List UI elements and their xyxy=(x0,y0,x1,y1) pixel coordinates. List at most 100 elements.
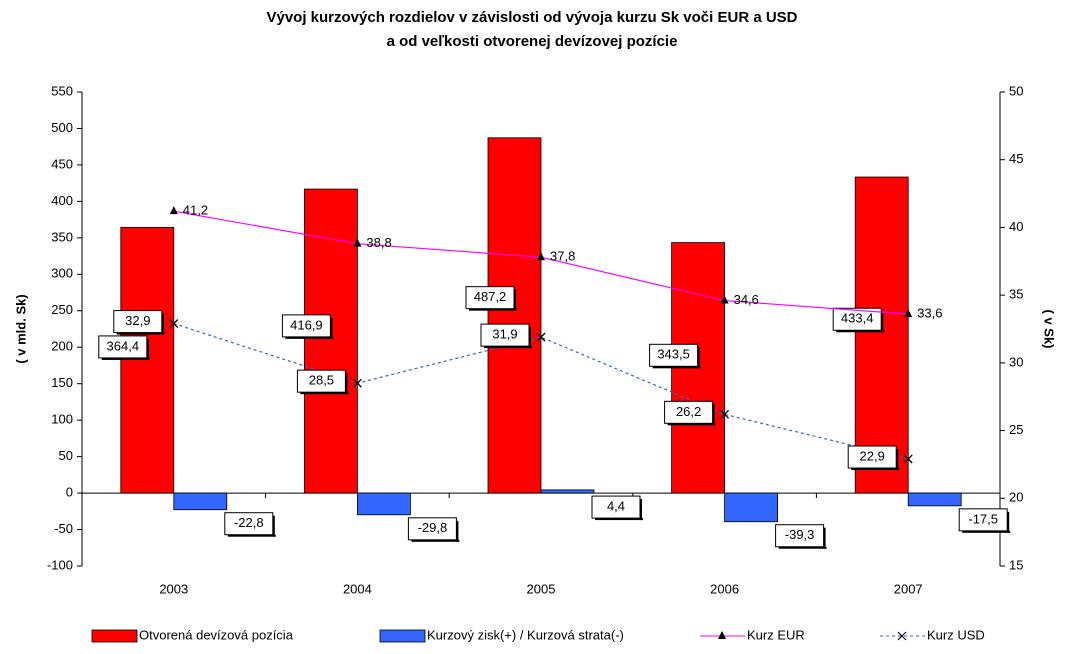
y-tick-label: 150 xyxy=(51,375,73,390)
data-label-shadow xyxy=(881,311,884,333)
marker xyxy=(720,409,730,419)
data-label-shadow xyxy=(712,404,715,426)
bar xyxy=(356,492,411,516)
data-label-shadow xyxy=(146,338,149,360)
y2-tick-label: 15 xyxy=(1009,557,1023,572)
data-label-shadow xyxy=(345,373,348,395)
x-tick-label: 2005 xyxy=(527,581,556,596)
y-tick-label: -100 xyxy=(47,557,73,572)
data-label-shadow xyxy=(514,289,516,311)
data-label: 37,8 xyxy=(550,249,575,264)
y-tick-label: 0 xyxy=(66,485,73,500)
legend-swatch xyxy=(91,629,138,643)
y-tick-label: 500 xyxy=(51,120,73,135)
data-label-shadow xyxy=(411,539,460,542)
marker xyxy=(169,206,178,215)
bar xyxy=(173,492,228,511)
data-label-shadow xyxy=(778,546,827,549)
y2-tick-label: 50 xyxy=(1009,83,1023,98)
data-label-shadow xyxy=(529,327,531,349)
y-tick-label: 200 xyxy=(51,339,73,354)
y-tick-label: 300 xyxy=(51,266,73,281)
legend-label: Kurzový zisk(+) / Kurzová strata(-) xyxy=(427,627,624,642)
data-label: 364,4 xyxy=(107,338,140,353)
chart-title: Vývoj kurzových rozdielov v závislosti o… xyxy=(266,9,797,26)
data-label-shadow xyxy=(1007,511,1010,533)
legend-label: Kurz EUR xyxy=(747,627,805,642)
legend-marker xyxy=(897,631,907,641)
bar xyxy=(724,492,778,523)
data-label-shadow xyxy=(101,357,150,360)
marker xyxy=(353,238,362,247)
y-axis-label: ( v mld. Sk) xyxy=(13,294,28,363)
bar xyxy=(854,176,909,494)
y2-axis-label: ( v Sk) xyxy=(1042,309,1057,348)
line xyxy=(173,323,909,460)
data-label: -39,3 xyxy=(785,527,815,542)
data-label: -17,5 xyxy=(968,511,998,526)
data-label-shadow xyxy=(161,313,164,335)
bar xyxy=(540,489,595,494)
y2-tick-label: 45 xyxy=(1009,151,1023,166)
data-label-shadow xyxy=(962,530,1011,533)
x-tick-label: 2007 xyxy=(894,581,923,596)
y2-tick-label: 30 xyxy=(1009,354,1023,369)
x-tick-label: 2003 xyxy=(159,581,188,596)
y-tick-label: 100 xyxy=(51,412,73,427)
y-tick-label: 350 xyxy=(51,229,73,244)
marker xyxy=(536,332,546,342)
data-label-shadow xyxy=(300,392,349,395)
data-label-shadow xyxy=(652,366,701,369)
data-label: 4,4 xyxy=(607,499,625,514)
data-label: 32,9 xyxy=(125,313,150,328)
data-label-shadow xyxy=(697,347,700,369)
x-tick-label: 2004 xyxy=(343,581,372,596)
data-label: 22,9 xyxy=(860,448,885,463)
data-label-shadow xyxy=(116,332,165,335)
marker xyxy=(903,454,913,464)
data-label-shadow xyxy=(285,336,334,339)
data-label: 343,5 xyxy=(657,347,690,362)
y-tick-label: -50 xyxy=(54,521,73,536)
y-tick-label: 450 xyxy=(51,156,73,171)
legend-swatch xyxy=(379,629,426,643)
data-label-shadow xyxy=(484,346,532,349)
y-tick-label: 50 xyxy=(59,448,73,463)
x-tick-label: 2006 xyxy=(710,581,739,596)
y-tick-label: 400 xyxy=(51,193,73,208)
data-label-shadow xyxy=(851,468,900,471)
bar xyxy=(303,188,358,494)
y2-tick-label: 20 xyxy=(1009,490,1023,505)
legend-marker xyxy=(718,631,726,639)
y-tick-label: 550 xyxy=(51,83,73,98)
data-label: 433,4 xyxy=(841,311,874,326)
data-label-shadow xyxy=(272,515,275,537)
data-label-shadow xyxy=(330,317,333,339)
data-label: 487,2 xyxy=(474,289,507,304)
marker xyxy=(720,295,729,304)
legend-label: Kurz USD xyxy=(927,627,985,642)
data-label: 31,9 xyxy=(492,327,517,342)
data-label: 41,2 xyxy=(183,203,208,218)
bar xyxy=(120,226,175,494)
y2-tick-label: 40 xyxy=(1009,219,1023,234)
marker xyxy=(537,252,545,261)
legend-label: Otvorená devízová pozícia xyxy=(139,627,294,642)
bar xyxy=(907,492,962,507)
data-label-shadow xyxy=(823,527,826,549)
data-label: 26,2 xyxy=(676,404,701,419)
data-label-shadow xyxy=(469,308,517,311)
data-label-shadow xyxy=(667,423,716,426)
data-label: 416,9 xyxy=(290,317,323,332)
data-label-shadow xyxy=(227,534,276,537)
data-label-shadow xyxy=(456,520,459,542)
data-label: 38,8 xyxy=(366,235,391,250)
y2-tick-label: 35 xyxy=(1009,287,1023,302)
bar xyxy=(487,137,542,494)
data-label: -22,8 xyxy=(234,515,264,530)
data-label-shadow xyxy=(896,449,899,471)
data-label: 33,6 xyxy=(917,306,942,321)
marker xyxy=(352,378,362,388)
data-label: -29,8 xyxy=(418,520,448,535)
